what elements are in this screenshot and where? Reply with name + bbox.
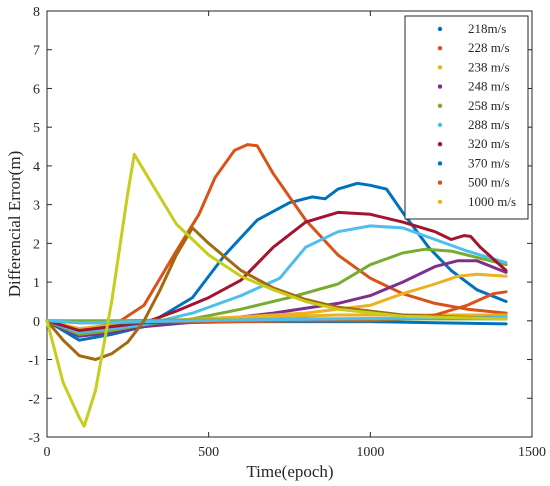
x-axis: 0 500 1000 1500	[44, 11, 546, 460]
legend-label: 370 m/s	[468, 155, 510, 170]
legend-marker	[437, 65, 443, 70]
series-line-6	[45, 224, 508, 334]
series-line-13	[45, 226, 508, 361]
series-line-4	[45, 259, 508, 338]
legend-marker	[437, 26, 443, 32]
legend-label: 218m/s	[468, 21, 506, 36]
legend-label: 248 m/s	[468, 79, 510, 94]
legend-label: 500 m/s	[468, 175, 510, 190]
y-tick-label: 3	[33, 199, 40, 214]
y-tick-label: 4	[33, 160, 40, 175]
legend-label: 320 m/s	[468, 136, 510, 151]
x-tick-label: 0	[44, 445, 51, 460]
legend-label: 258 m/s	[468, 98, 510, 113]
legend-label: 1000 m/s	[468, 194, 516, 209]
y-tick-label: 0	[33, 315, 40, 330]
legend-label: 228 m/s	[468, 40, 510, 55]
legend-label: 288 m/s	[468, 117, 510, 132]
legend: 218m/s 228 m/s 238 m/s 248 m/s 258 m/s 288 m/…	[404, 15, 529, 220]
y-axis-title: Differencial Error(m)	[5, 151, 24, 297]
y-tick-label: 8	[33, 5, 40, 20]
y-tick-label: -1	[28, 354, 40, 369]
series-line-14	[45, 152, 508, 428]
x-axis-title: Time(epoch)	[246, 462, 333, 481]
x-tick-label: 500	[198, 445, 219, 460]
y-tick-label: 1	[33, 276, 40, 291]
y-axis: -3 -2 -1 0 1 2 3 4 5 6 7 8	[28, 5, 532, 446]
x-tick-label: 1000	[356, 445, 384, 460]
legend-box	[404, 15, 529, 220]
y-tick-label: 5	[33, 121, 40, 136]
legend-marker	[437, 180, 443, 185]
y-tick-label: 7	[33, 44, 40, 59]
legend-marker	[437, 199, 443, 204]
series-line-2	[45, 143, 508, 334]
y-tick-label: -3	[28, 431, 40, 446]
legend-marker	[437, 161, 443, 166]
legend-marker	[437, 142, 443, 147]
series-line-5	[45, 247, 508, 336]
legend-marker	[437, 46, 443, 51]
y-tick-label: -2	[28, 392, 40, 407]
legend-marker	[437, 103, 443, 109]
series-layer	[45, 143, 508, 428]
legend-marker	[437, 122, 443, 128]
y-tick-label: 2	[33, 237, 40, 252]
legend-label: 238 m/s	[468, 59, 510, 74]
y-tick-label: 6	[33, 82, 40, 97]
legend-marker	[437, 84, 443, 89]
x-tick-label: 1500	[518, 445, 546, 460]
